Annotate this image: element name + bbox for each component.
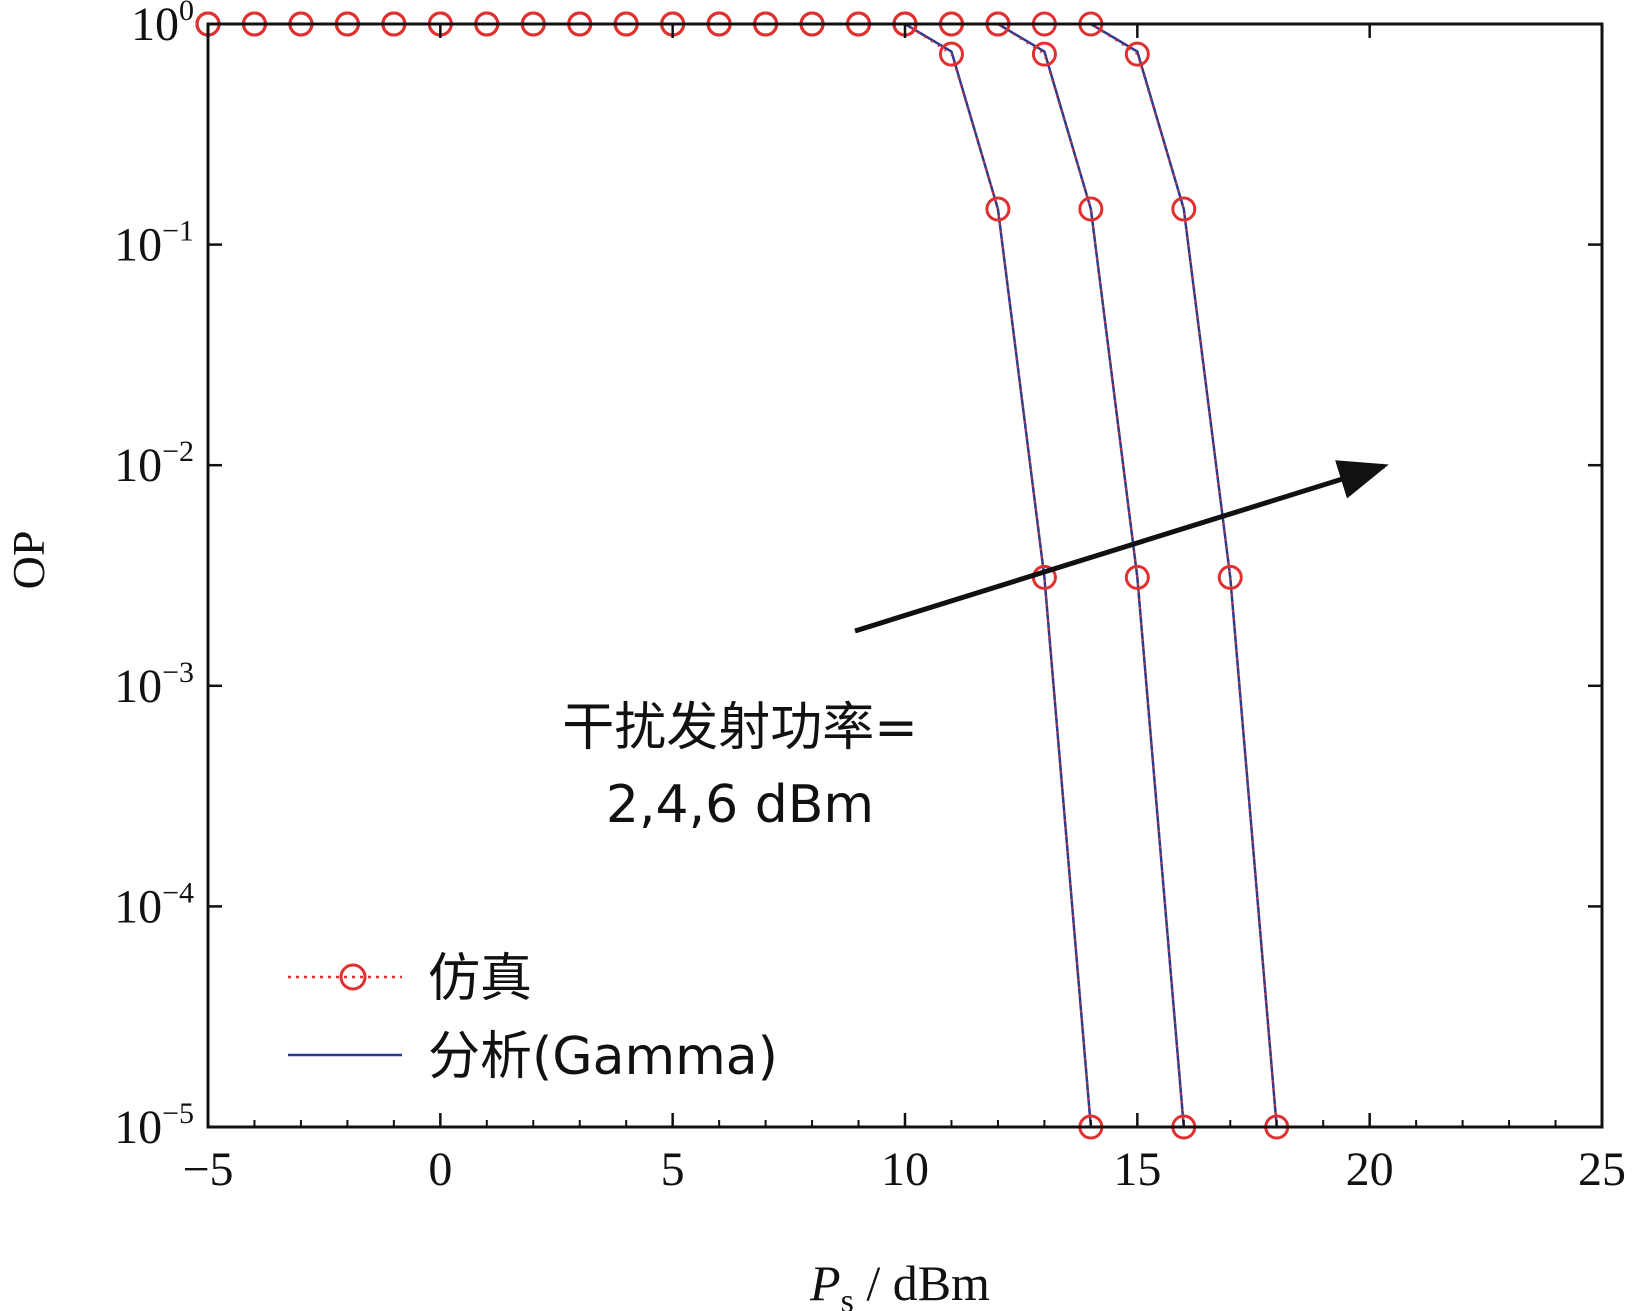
x-axis-title-suffix: / dBm bbox=[854, 1255, 990, 1311]
y-tick-label-exponent: −2 bbox=[162, 435, 194, 468]
x-axis-title-sub: s bbox=[841, 1283, 854, 1311]
plot-frame bbox=[206, 22, 1604, 1129]
simulation-point bbox=[938, 41, 964, 67]
y-tick-label-exponent: −1 bbox=[162, 215, 194, 248]
simulation-point bbox=[1078, 196, 1104, 222]
y-axis-title: OP bbox=[3, 531, 54, 590]
y-tick-label-exponent: 0 bbox=[179, 0, 194, 27]
legend-simulation-label: 仿真 bbox=[428, 949, 532, 1009]
x-tick-label: 20 bbox=[1346, 1143, 1394, 1196]
y-tick-label-base: 10 bbox=[114, 439, 162, 492]
y-tick-label-exponent: −4 bbox=[162, 876, 194, 909]
simulation-point bbox=[985, 196, 1011, 222]
y-tick-label-exponent: −5 bbox=[162, 1097, 194, 1130]
x-tick-label: −5 bbox=[182, 1143, 233, 1196]
legend: 仿真 分析(Gamma) bbox=[288, 949, 778, 1087]
x-tick-label: 15 bbox=[1113, 1143, 1161, 1196]
analysis-line bbox=[208, 22, 1278, 1128]
analysis-line bbox=[208, 22, 1093, 1128]
simulation-point bbox=[1124, 564, 1150, 590]
y-tick-label: 10−1 bbox=[114, 215, 194, 272]
simulation-line bbox=[208, 23, 1185, 1128]
y-tick-label: 100 bbox=[131, 0, 194, 51]
y-tick-label: 10−4 bbox=[114, 876, 194, 933]
y-tick-label-base: 10 bbox=[114, 219, 162, 272]
y-tick-label-base: 10 bbox=[114, 1101, 162, 1154]
y-tick-label-base: 10 bbox=[131, 0, 179, 51]
x-tick-label: 10 bbox=[881, 1143, 929, 1196]
x-tick-label: 0 bbox=[428, 1143, 452, 1196]
simulation-line bbox=[208, 23, 1278, 1128]
x-axis-title: Ps / dBm bbox=[809, 1255, 990, 1311]
legend-simulation-marker bbox=[339, 963, 367, 991]
x-tick-label: 25 bbox=[1578, 1143, 1626, 1196]
y-tick-label-base: 10 bbox=[114, 880, 162, 933]
x-tick-label: 5 bbox=[661, 1143, 685, 1196]
simulation-point bbox=[1124, 41, 1150, 67]
legend-analysis-label: 分析(Gamma) bbox=[428, 1027, 778, 1087]
x-axis-title-main: P bbox=[809, 1255, 841, 1311]
y-tick-label: 10−3 bbox=[114, 656, 194, 713]
annotation-line2: 2,4,6 dBm bbox=[606, 775, 874, 835]
y-tick-label: 10−5 bbox=[114, 1097, 194, 1154]
simulation-line bbox=[208, 23, 1092, 1128]
y-tick-label-base: 10 bbox=[114, 660, 162, 713]
y-tick-label-exponent: −3 bbox=[162, 656, 194, 689]
simulation-point bbox=[1031, 41, 1057, 67]
simulation-point bbox=[1217, 564, 1243, 590]
simulation-point bbox=[1171, 196, 1197, 222]
trend-arrow bbox=[854, 460, 1389, 634]
annotation-line1: 干扰发射功率= bbox=[562, 698, 918, 758]
y-tick-label: 10−2 bbox=[114, 435, 194, 492]
